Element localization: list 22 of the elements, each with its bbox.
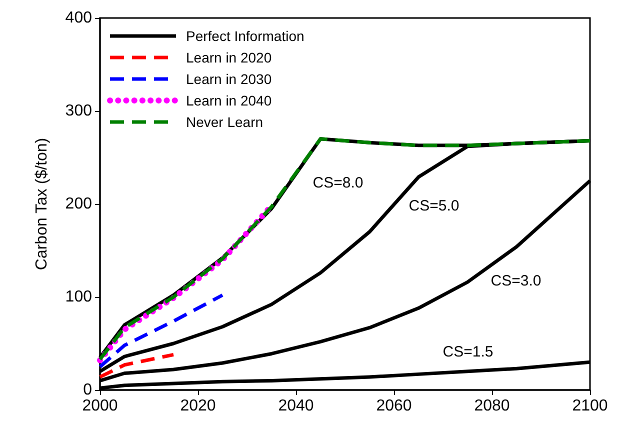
annotation: CS=3.0 bbox=[490, 272, 542, 290]
y-tick-label: 0 bbox=[83, 382, 92, 398]
legend-label: Learn in 2020 bbox=[186, 50, 272, 66]
x-tick-label: 2080 bbox=[474, 398, 510, 414]
y-tick-label: 100 bbox=[65, 288, 92, 306]
x-tick-label: 2040 bbox=[278, 398, 314, 414]
legend-label: Never Learn bbox=[186, 114, 264, 130]
annotation: CS=8.0 bbox=[312, 174, 364, 192]
legend-label: Perfect Information bbox=[186, 28, 304, 44]
x-tick-label: 2000 bbox=[82, 398, 118, 414]
x-tick-label: 2100 bbox=[572, 398, 608, 414]
y-tick-label: 400 bbox=[65, 10, 92, 26]
y-axis-title: Carbon Tax ($/ton) bbox=[34, 138, 50, 270]
legend-label: Learn in 2030 bbox=[186, 71, 272, 87]
annotation: CS=5.0 bbox=[408, 198, 460, 214]
y-tick-label: 300 bbox=[65, 102, 92, 120]
x-tick-label: 2020 bbox=[180, 398, 216, 414]
legend-label: Learn in 2040 bbox=[186, 92, 272, 108]
line-series bbox=[98, 293, 224, 368]
y-tick-label: 200 bbox=[65, 196, 92, 212]
x-tick-label: 2060 bbox=[376, 398, 412, 414]
annotation: CS=1.5 bbox=[442, 344, 494, 360]
